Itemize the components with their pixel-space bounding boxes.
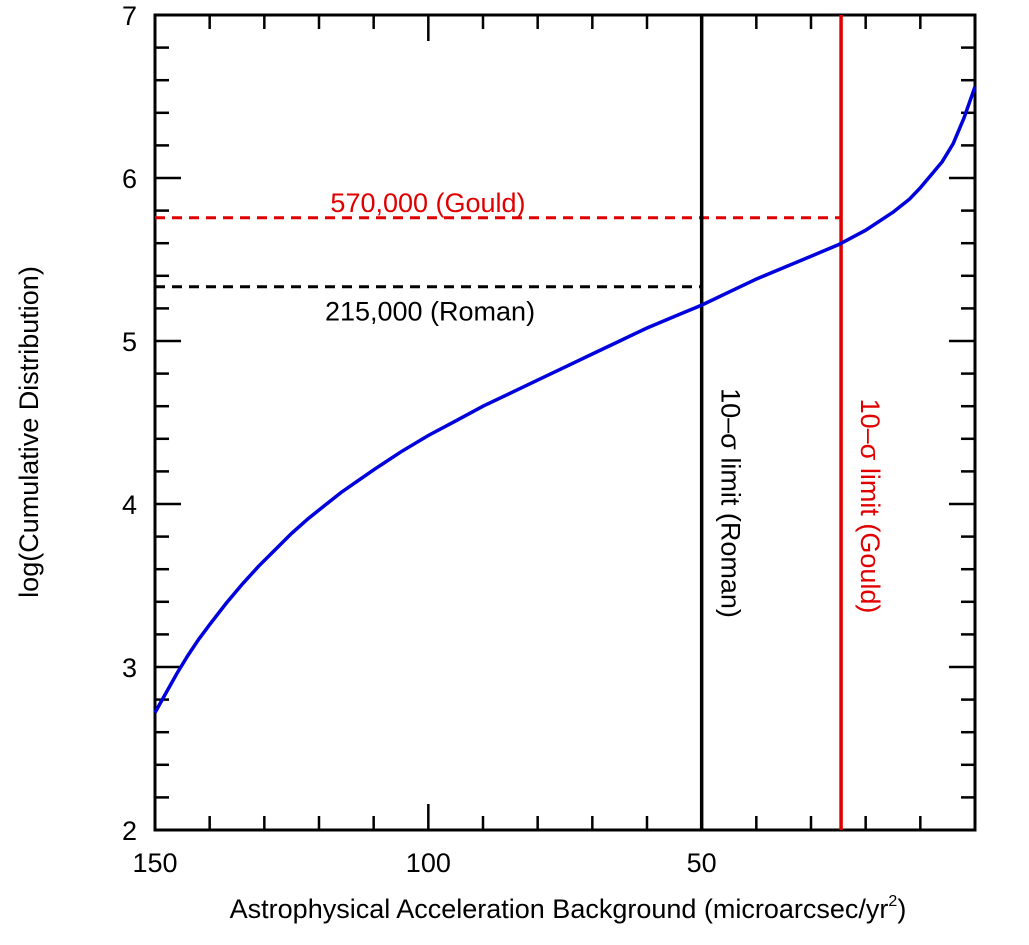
y-tick-labels: 2 3 4 5 6 7 [122, 1, 137, 846]
reference-lines [155, 15, 843, 830]
x-tick-labels: 150 100 50 [132, 848, 716, 878]
plot-area: 150 100 50 2 3 4 5 6 7 215,000 (Roman) 570,000 (… [122, 1, 977, 878]
y-axis-label: log(Cumulative Distribution) [14, 266, 44, 598]
minor-ticks [155, 15, 975, 830]
roman-limit-label: 10–σ limit (Roman) [716, 388, 746, 618]
y-tick-label: 5 [122, 327, 137, 357]
x-axis-label: Astrophysical Acceleration Background (m… [230, 893, 907, 924]
plot-frame [153, 13, 977, 832]
x-tick-label: 150 [132, 848, 177, 878]
gould-count-label: 570,000 (Gould) [330, 188, 525, 218]
x-tick-label: 100 [406, 848, 451, 878]
cumulative-distribution-curve [153, 86, 977, 714]
gould-limit-label: 10–σ limit (Gould) [855, 399, 885, 614]
roman-count-label: 215,000 (Roman) [325, 297, 535, 327]
y-tick-label: 3 [122, 653, 137, 683]
y-tick-label: 4 [122, 490, 137, 520]
x-tick-label: 50 [687, 848, 717, 878]
major-ticks [153, 13, 977, 832]
annotations: 215,000 (Roman) 570,000 (Gould) 10–σ limit… [325, 188, 885, 618]
y-tick-label: 2 [122, 816, 137, 846]
y-tick-label: 7 [122, 1, 137, 31]
y-tick-label: 6 [122, 164, 137, 194]
